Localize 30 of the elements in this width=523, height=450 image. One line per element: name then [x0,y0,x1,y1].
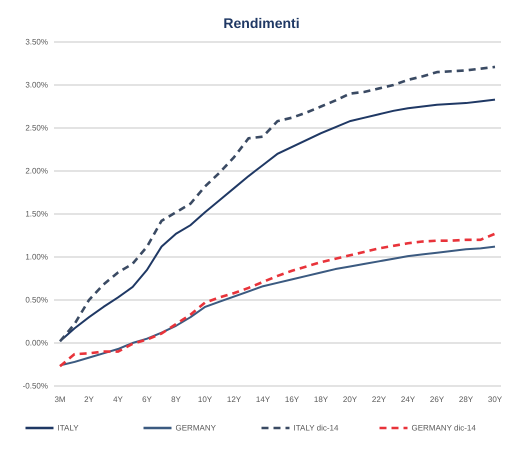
legend-label: GERMANY [176,424,217,433]
y-tick-label: 2.50% [25,124,48,133]
x-tick-label: 22Y [372,395,387,404]
x-tick-label: 8Y [171,395,182,404]
x-tick-label: 14Y [256,395,271,404]
y-tick-label: 1.50% [25,210,48,219]
legend-label: ITALY [58,424,80,433]
x-tick-label: 3M [54,395,66,404]
x-tick-label: 28Y [458,395,474,404]
x-tick-label: 30Y [488,395,503,404]
legend-label: ITALY dic-14 [294,424,339,433]
x-tick-label: 18Y [314,395,329,404]
y-tick-label: 0.50% [25,296,48,305]
y-tick-label: -0.50% [22,382,48,391]
y-tick-label: 3.50% [25,38,48,47]
x-tick-label: 26Y [430,395,445,404]
x-tick-label: 4Y [113,395,124,404]
x-tick-label: 24Y [400,395,416,404]
y-tick-label: 3.00% [25,80,48,90]
x-tick-label: 12Y [226,395,242,404]
x-tick-label: 2Y [84,395,95,404]
x-tick-label: 10Y [198,395,213,404]
legend-label: GERMANY dic-14 [412,424,476,433]
x-tick-label: 16Y [284,395,300,404]
chart-title: Rendimenti [223,15,300,31]
x-tick-label: 6Y [142,395,153,404]
y-tick-label: 2.00% [25,166,48,176]
x-tick-label: 20Y [342,395,358,404]
y-tick-label: 1.00% [25,252,48,262]
y-tick-label: 0.00% [25,338,48,348]
